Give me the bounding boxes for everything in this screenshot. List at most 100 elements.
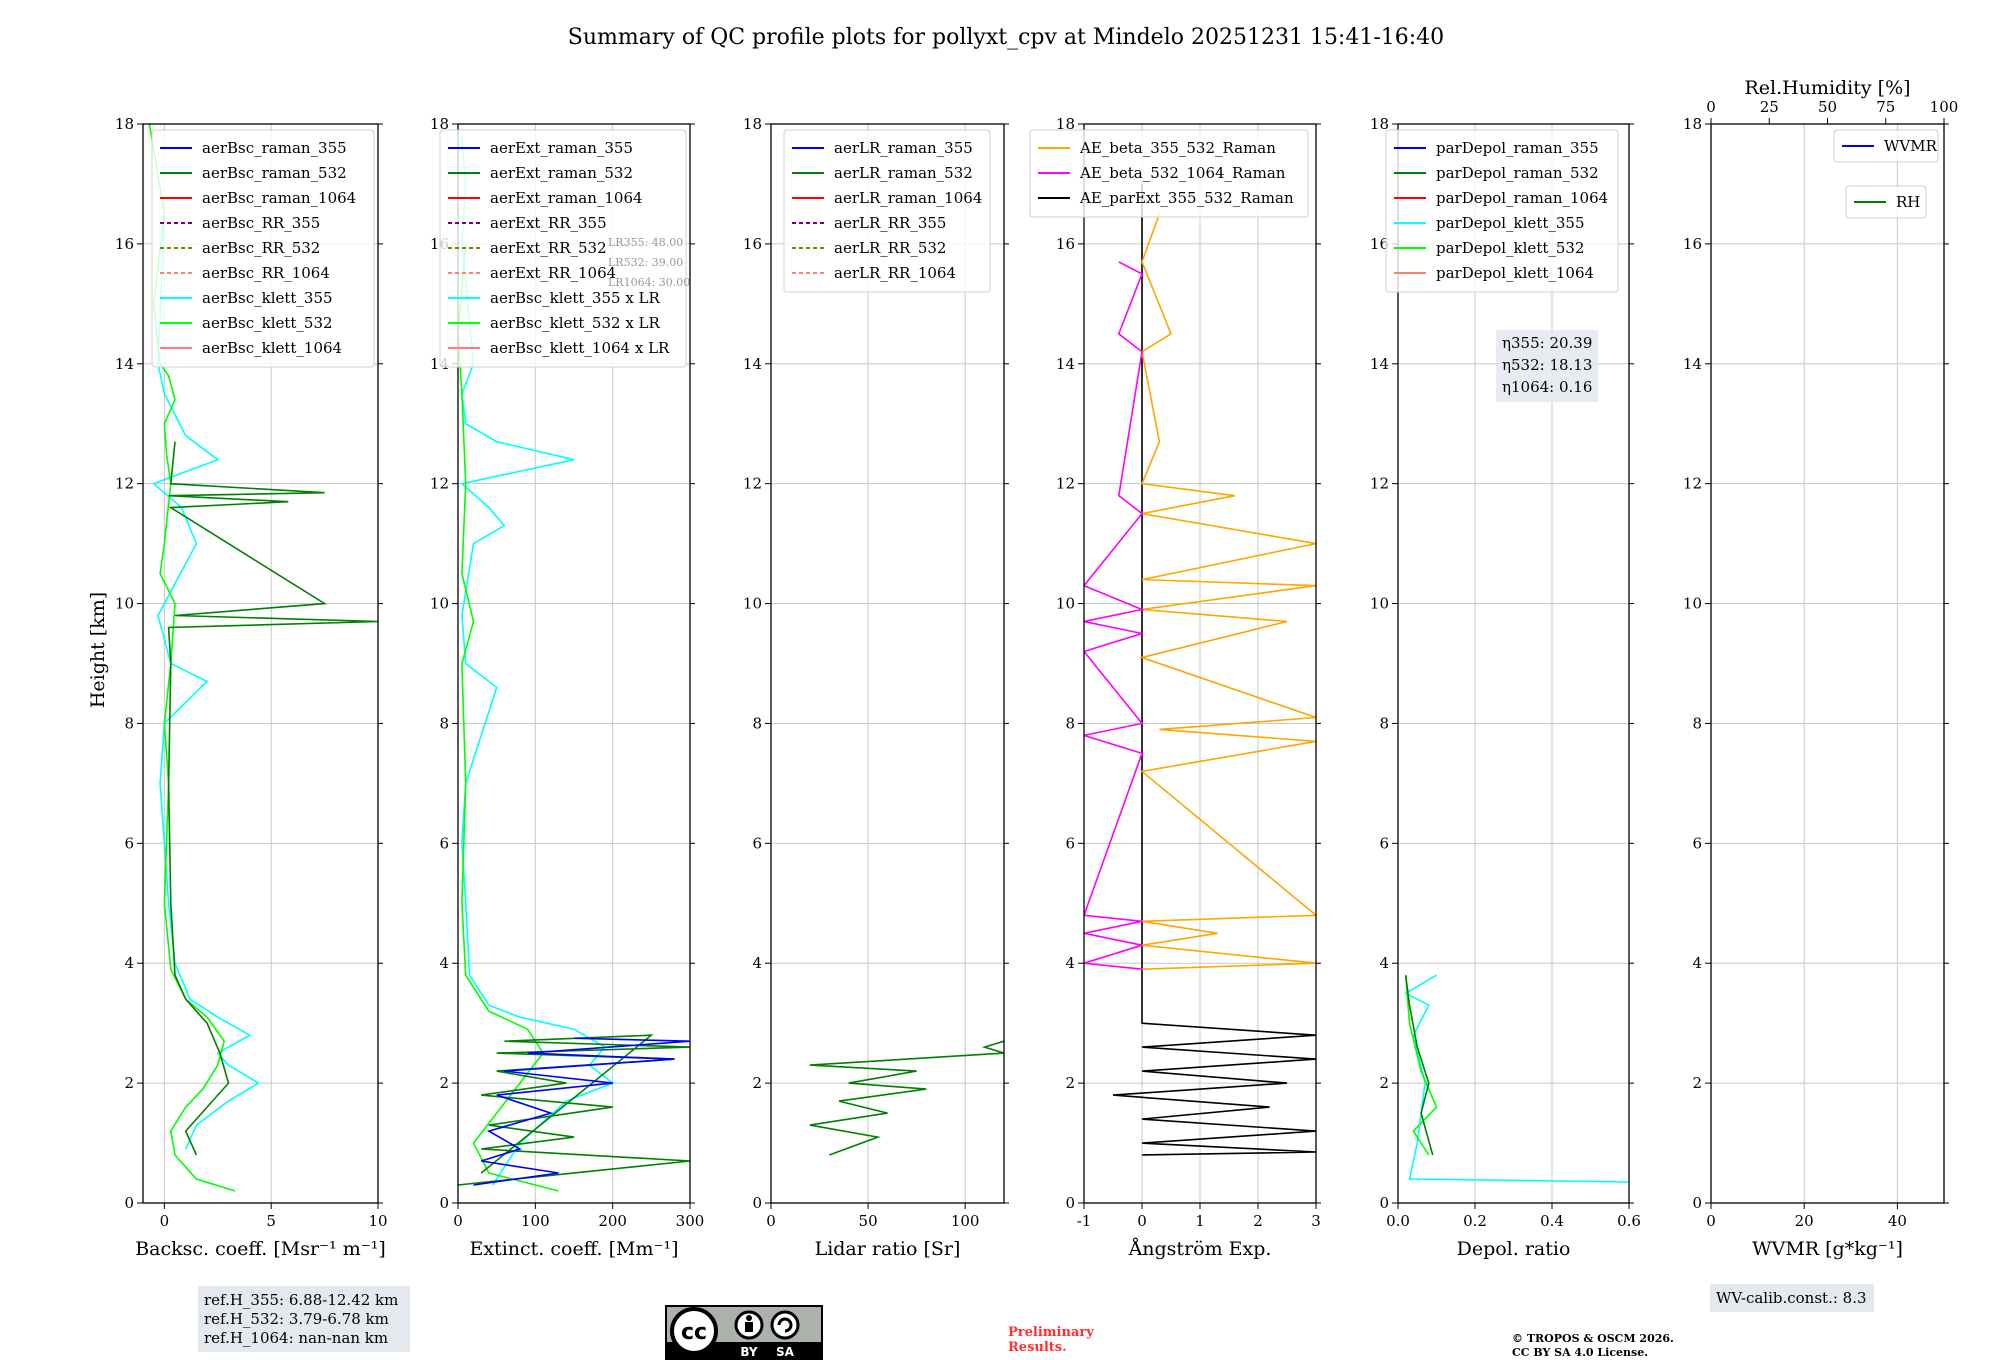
- x2-tick-label: 50: [1818, 98, 1837, 116]
- legend-entry: aerLR_raman_355: [834, 139, 973, 157]
- y-tick-label: 4: [1692, 954, 1702, 972]
- y-tick-label: 10: [1370, 595, 1389, 613]
- legend-entry: aerLR_raman_532: [834, 164, 973, 182]
- x-tick-label: 40: [1888, 1212, 1907, 1230]
- axes-frame: [770, 123, 1005, 1204]
- x-tick-label: 0.0: [1386, 1212, 1410, 1230]
- y-tick-label: 0: [124, 1194, 134, 1212]
- y-tick-label: 14: [1683, 355, 1702, 373]
- ref-height-box: ref.H_355: 6.88-12.42 km ref.H_532: 3.79…: [198, 1286, 410, 1352]
- panel-6: 0 20 40 0 2 4 6 8 10 12 14 16 18 WVMR [g*kg⁻¹] 0 25 50 75…: [1683, 77, 1958, 1260]
- legend-entry: AE_parExt_355_532_Raman: [1079, 189, 1294, 207]
- y-tick-label: 4: [124, 954, 134, 972]
- x-tick-label: 50: [859, 1212, 878, 1230]
- ref-height-532: ref.H_532: 3.79-6.78 km: [204, 1310, 389, 1328]
- x-tick-label: 20: [1795, 1212, 1814, 1230]
- y-tick-label: 0: [439, 1194, 449, 1212]
- x2-axis-label: Rel.Humidity [%]: [1744, 77, 1910, 99]
- figure-title: Summary of QC profile plots for pollyxt_…: [568, 25, 1444, 50]
- y-tick-label: 10: [1683, 595, 1702, 613]
- legend-entry: AE_beta_355_532_Raman: [1079, 139, 1276, 157]
- legend-entry: aerBsc_RR_1064: [202, 264, 330, 282]
- y-tick-label: 18: [1056, 115, 1075, 133]
- y-tick-label: 8: [124, 714, 134, 732]
- y-tick-label: 2: [1065, 1074, 1075, 1092]
- y-tick-label: 18: [430, 115, 449, 133]
- y-tick-label: 10: [743, 595, 762, 613]
- x-tick-label: 3: [1311, 1212, 1321, 1230]
- cc-logo-icon: [670, 1307, 718, 1355]
- y-tick-label: 18: [743, 115, 762, 133]
- y-tick-label: 10: [1056, 595, 1075, 613]
- panel-1: 0 5 10 0 2 4 6 8 10 12 14 16 18 Backsc. coeff. [Msr⁻¹…: [115, 115, 388, 1260]
- copyright-line-1: © TROPOS & OSCM 2026.: [1512, 1332, 1674, 1345]
- eta-1064: η1064: 0.16: [1502, 378, 1592, 396]
- y-tick-label: 10: [115, 595, 134, 613]
- series-aerBsc_klett_532 x LR: [458, 243, 559, 1192]
- legend: parDepol_raman_355 parDepol_raman_532 parD…: [1385, 129, 1619, 293]
- panel-5: 0.0 0.2 0.4 0.6 0 2 4 6 8 10 12 14 16 18 Depol. ratio p…: [1370, 115, 1641, 1260]
- copyright-line-2: CC BY SA 4.0 License.: [1512, 1346, 1648, 1359]
- x-tick-label: 200: [598, 1212, 627, 1230]
- series-AE_beta_355_532_Raman: [1139, 213, 1316, 970]
- x-tick-label: 0.2: [1463, 1212, 1487, 1230]
- cc-license-badge: cc BY SA: [665, 1305, 823, 1360]
- x-tick-label: 100: [521, 1212, 550, 1230]
- y-tick-label: 0: [1379, 1194, 1389, 1212]
- series-aerBsc_klett_532: [148, 124, 236, 1192]
- y-tick-label: 16: [1370, 235, 1389, 253]
- legend-entry: aerExt_raman_1064: [490, 189, 643, 207]
- x-tick-label: 0: [160, 1212, 170, 1230]
- y-tick-label: 12: [430, 475, 449, 493]
- y-tick-label: 18: [115, 115, 134, 133]
- legend-entry: aerExt_RR_355: [490, 214, 607, 232]
- x-tick-label: 1: [1195, 1212, 1205, 1230]
- legend-entry: aerLR_raman_1064: [834, 189, 982, 207]
- y-tick-label: 8: [752, 714, 762, 732]
- legend-entry: aerBsc_raman_355: [202, 139, 347, 157]
- x-tick-label: 0.4: [1540, 1212, 1564, 1230]
- y-tick-label: 4: [1065, 954, 1075, 972]
- legend-entry: aerBsc_klett_532: [202, 314, 333, 332]
- legend: AE_beta_355_532_Raman AE_beta_532_1064_Ra…: [1029, 129, 1309, 218]
- legend-entry: aerBsc_RR_532: [202, 239, 320, 257]
- legend-entry: aerBsc_raman_532: [202, 164, 347, 182]
- legend: WVMR RH: [1833, 129, 1939, 219]
- legend-entry: parDepol_klett_355: [1436, 214, 1585, 232]
- eta-532: η532: 18.13: [1502, 356, 1592, 374]
- legend-entry: aerExt_RR_532: [490, 239, 607, 257]
- x-tick-label: -1: [1077, 1212, 1092, 1230]
- series-AE_beta_532_1064_Raman: [1084, 261, 1145, 970]
- eta-box: η355: 20.39 η532: 18.13 η1064: 0.16: [1496, 330, 1598, 402]
- x-tick-label: 2: [1253, 1212, 1263, 1230]
- x-tick-label: 300: [676, 1212, 705, 1230]
- eta-355: η355: 20.39: [1502, 334, 1592, 352]
- legend-entry: parDepol_raman_532: [1436, 164, 1599, 182]
- x2-tick-label: 75: [1876, 98, 1895, 116]
- x-axis-label: Ångström Exp.: [1128, 1238, 1272, 1260]
- y-tick-label: 12: [115, 475, 134, 493]
- y-tick-label: 12: [1056, 475, 1075, 493]
- y-tick-label: 18: [1683, 115, 1702, 133]
- legend-entry: parDepol_raman_1064: [1436, 189, 1608, 207]
- wv-calib-text: WV-calib.const.: 8.3: [1716, 1289, 1867, 1307]
- x-tick-label: 0: [1137, 1212, 1147, 1230]
- copyright-note: © TROPOS & OSCM 2026. CC BY SA 4.0 Licen…: [1512, 1332, 1674, 1359]
- legend-entry: aerBsc_raman_1064: [202, 189, 356, 207]
- legend-entry: AE_beta_532_1064_Raman: [1079, 164, 1286, 182]
- y-tick-label: 14: [1370, 355, 1389, 373]
- y-tick-label: 2: [124, 1074, 134, 1092]
- legend-entry: aerBsc_klett_1064: [202, 339, 342, 357]
- lr-note-355: LR355: 48.00: [608, 236, 683, 249]
- y-tick-label: 14: [115, 355, 134, 373]
- x-tick-label: 100: [951, 1212, 980, 1230]
- legend-entry: parDepol_klett_532: [1436, 239, 1585, 257]
- y-tick-label: 4: [752, 954, 762, 972]
- y-tick-label: 12: [1683, 475, 1702, 493]
- y-tick-label: 8: [1065, 714, 1075, 732]
- y-tick-label: 16: [1056, 235, 1075, 253]
- x2-tick-label: 25: [1760, 98, 1779, 116]
- series-aerLR_raman_532: [809, 1040, 1004, 1156]
